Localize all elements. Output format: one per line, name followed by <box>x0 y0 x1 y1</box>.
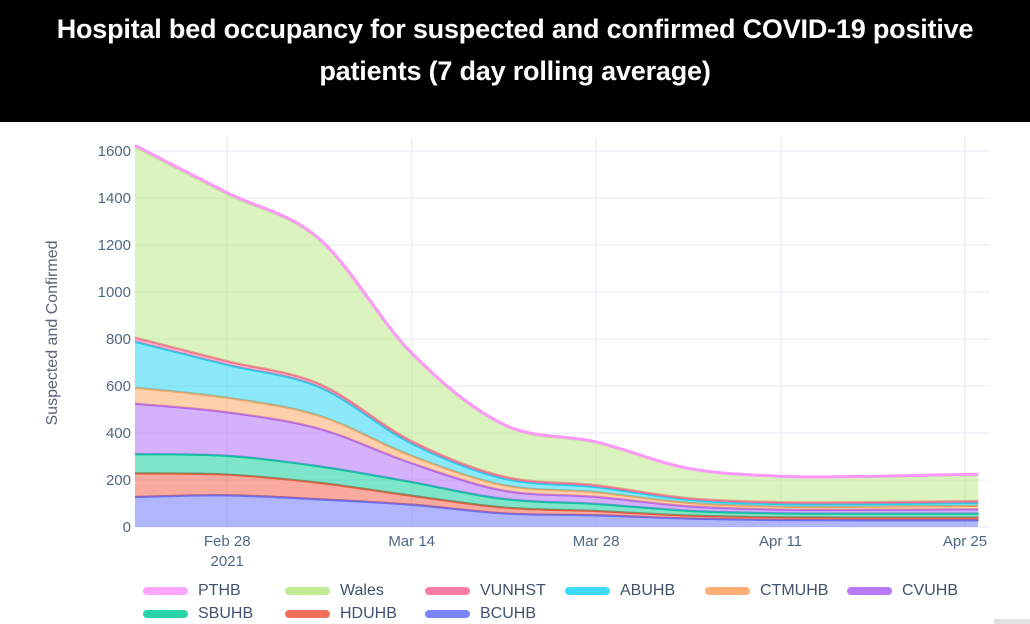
y-axis-title: Suspected and Confirmed <box>44 241 61 426</box>
area-BCUHB[interactable] <box>135 495 979 527</box>
legend-swatch-HDUHB <box>285 610 330 618</box>
legend-swatch-BCUHB <box>425 610 470 618</box>
y-tick-label-800: 800 <box>106 331 131 348</box>
area-CVUHB[interactable] <box>135 403 979 514</box>
legend-label: Wales <box>340 582 384 599</box>
page-title: Hospital bed occupancy for suspected and… <box>56 14 974 86</box>
legend-label: SBUHB <box>198 605 254 622</box>
legend-label: VUNHST <box>480 582 546 599</box>
y-tick-label-1000: 1000 <box>98 284 131 301</box>
y-tick-label-0: 0 <box>123 519 131 536</box>
y-tick-label-1600: 1600 <box>98 143 131 160</box>
x-tick-label-Apr-11: Apr 11 <box>759 533 802 550</box>
legend-label: HDUHB <box>340 605 397 622</box>
legend-item-CVUHB[interactable]: CVUHB <box>847 582 958 600</box>
legend-swatch-Wales <box>285 587 330 595</box>
legend-item-ABUHB[interactable]: ABUHB <box>565 582 675 600</box>
area-Wales[interactable] <box>135 146 979 503</box>
x-tick-label-Mar-28: Mar 28 <box>573 533 620 550</box>
legend-label: BCUHB <box>480 605 537 622</box>
legend-item-Wales[interactable]: Wales <box>285 582 384 600</box>
legend-label: ABUHB <box>620 582 676 599</box>
legend-item-SBUHB[interactable]: SBUHB <box>143 605 253 623</box>
horizontal-scrollbar[interactable] <box>994 619 1030 624</box>
y-tick-label-200: 200 <box>106 472 131 489</box>
y-tick-label-1200: 1200 <box>98 237 131 254</box>
area-SBUHB[interactable] <box>135 454 979 518</box>
legend-item-CTMUHB[interactable]: CTMUHB <box>705 582 828 600</box>
x-tick-label-Mar-14: Mar 14 <box>388 533 435 550</box>
x-tick-label-Feb-28: Feb 28 <box>204 533 251 550</box>
y-tick-label-400: 400 <box>106 425 131 442</box>
legend-label: CVUHB <box>902 582 959 599</box>
header-banner: Hospital bed occupancy for suspected and… <box>0 0 1030 122</box>
legend-item-BCUHB[interactable]: BCUHB <box>425 605 536 623</box>
legend-swatch-VUNHST <box>425 587 470 595</box>
legend-swatch-SBUHB <box>143 610 188 618</box>
legend-label: CTMUHB <box>760 582 829 599</box>
x-tick-sublabel: 2021 <box>211 553 244 570</box>
legend-item-VUNHST[interactable]: VUNHST <box>425 582 546 600</box>
legend-item-HDUHB[interactable]: HDUHB <box>285 605 397 623</box>
legend-swatch-CVUHB <box>847 587 892 595</box>
legend-swatch-CTMUHB <box>705 587 750 595</box>
legend-item-PTHB[interactable]: PTHB <box>143 582 241 600</box>
plot-area[interactable] <box>135 137 978 527</box>
line-PTHB[interactable] <box>134 144 980 479</box>
x-tick-label-Apr-25: Apr 25 <box>943 533 987 550</box>
legend-swatch-ABUHB <box>565 587 610 595</box>
legend-label: PTHB <box>198 582 241 599</box>
legend-swatch-PTHB <box>143 587 188 595</box>
y-tick-label-1400: 1400 <box>98 190 131 207</box>
area-CTMUHB[interactable] <box>135 387 979 510</box>
y-tick-label-600: 600 <box>106 378 131 395</box>
